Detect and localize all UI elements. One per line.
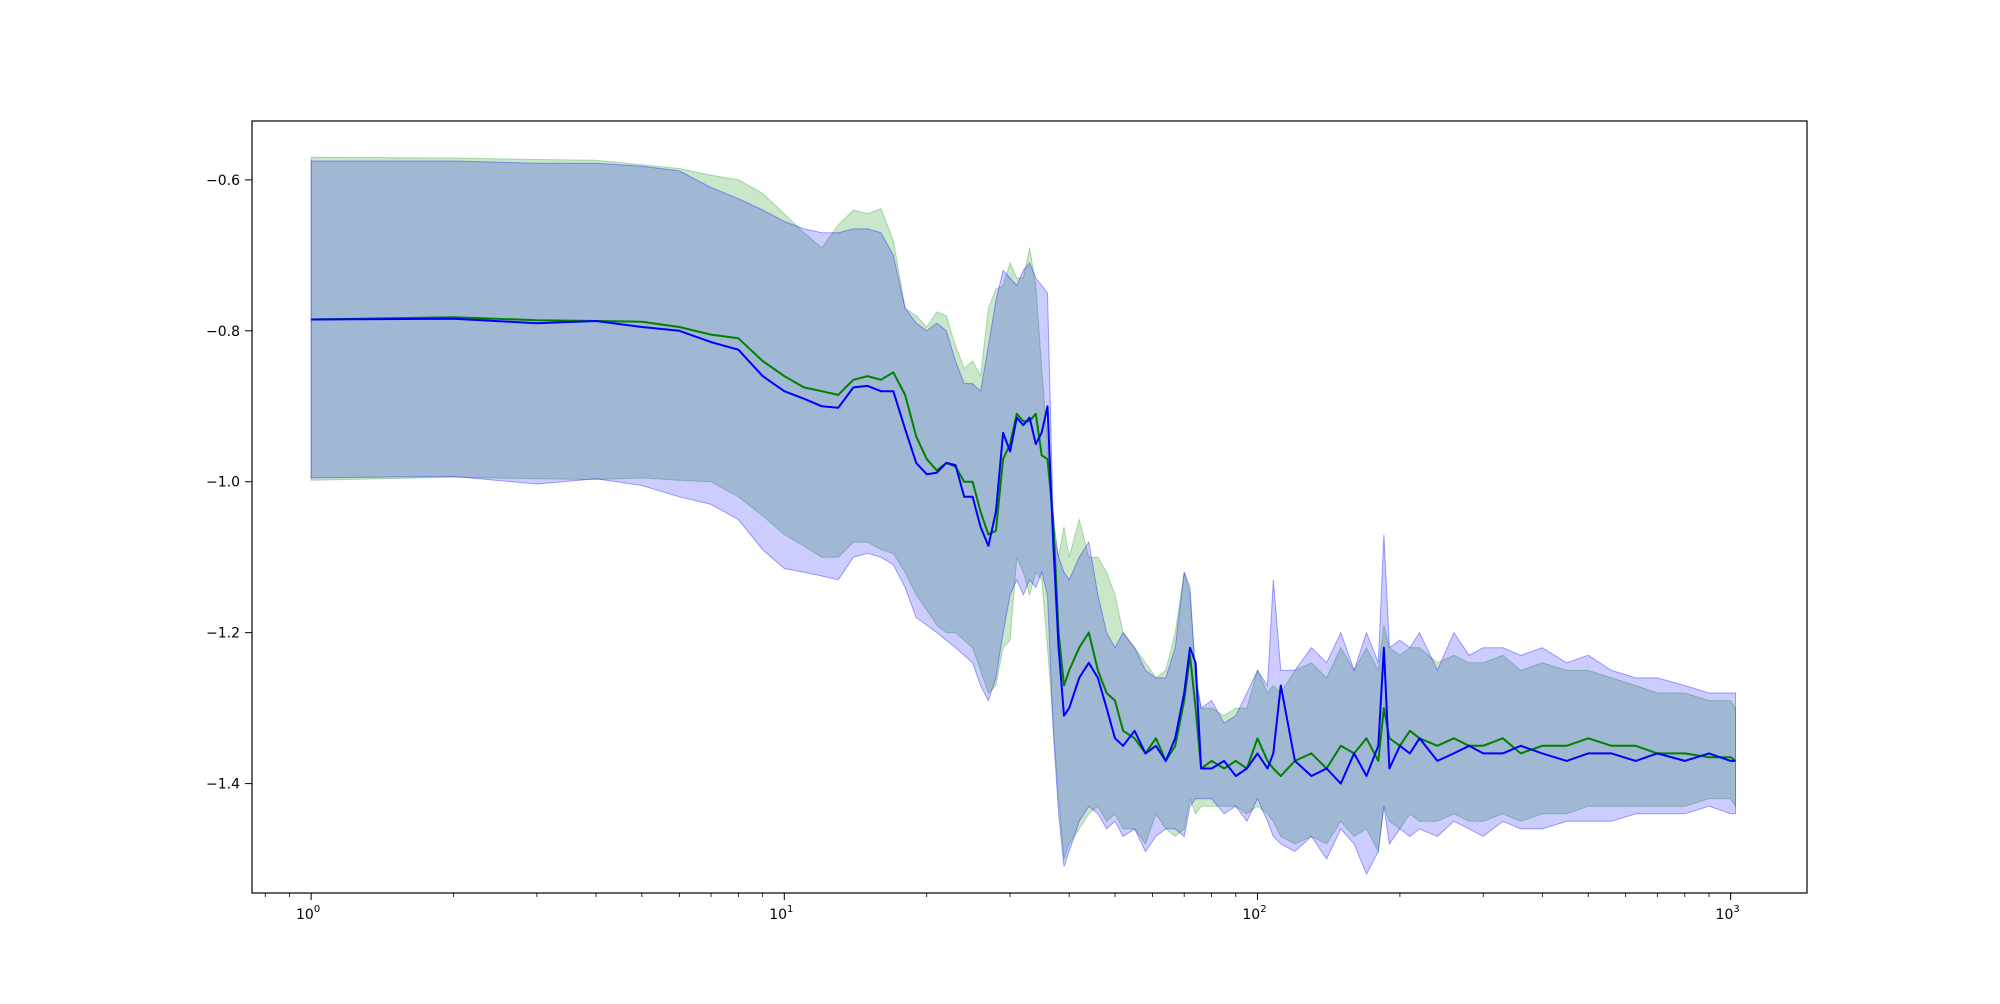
series-2-confidence-band: [310, 160, 1736, 876]
y-tick-label: −0.8: [206, 324, 240, 340]
y-tick-label: −1.2: [206, 626, 240, 642]
x-tick-exponent: 1: [787, 904, 793, 915]
x-tick-exponent: 0: [314, 904, 320, 915]
x-tick-label: 101: [769, 904, 793, 923]
series-1-line: [311, 316, 1737, 777]
x-tick-label: 103: [1716, 904, 1740, 923]
x-tick-base: 10: [1242, 907, 1260, 923]
y-tick-label: −1.4: [206, 777, 240, 793]
x-tick-exponent: 2: [1260, 904, 1266, 915]
series-1-confidence-band: [310, 156, 1736, 860]
plot-frame: [251, 120, 1808, 894]
x-tick-base: 10: [1716, 907, 1734, 923]
series-2-line: [311, 317, 1736, 785]
x-tick-exponent: 3: [1733, 904, 1739, 915]
y-tick-label: −0.6: [206, 173, 240, 189]
y-tick-label: −1.0: [206, 475, 240, 491]
x-tick-label: 102: [1242, 904, 1266, 923]
x-tick-base: 10: [769, 907, 787, 923]
x-tick-label: 100: [296, 904, 320, 923]
x-tick-base: 10: [296, 907, 314, 923]
